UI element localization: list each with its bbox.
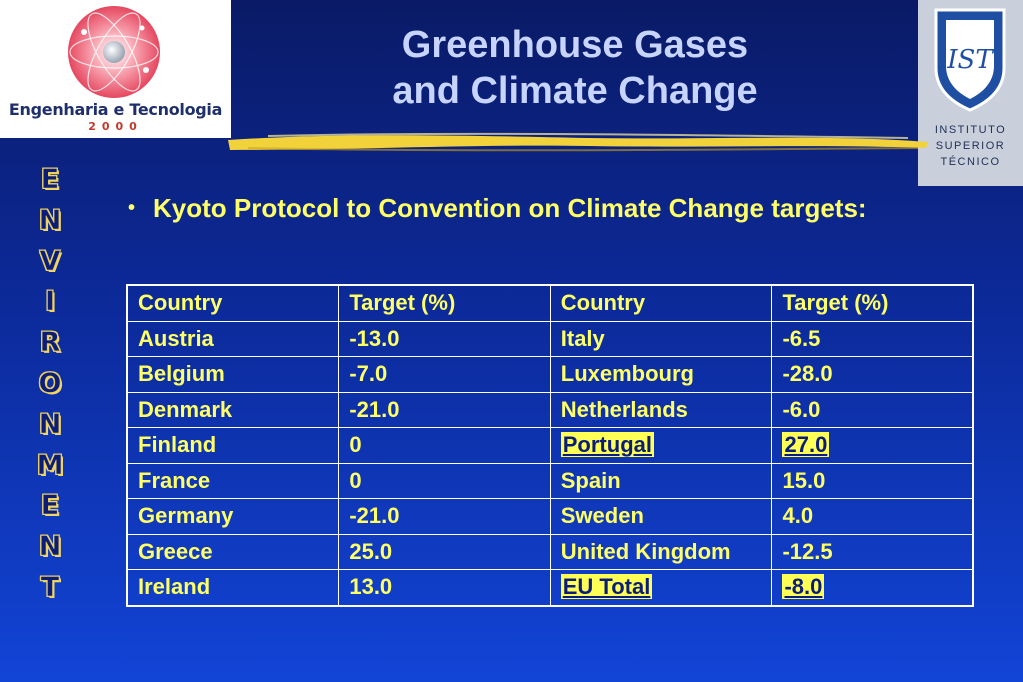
country-cell: Greece: [126, 533, 340, 570]
target-cell: -13.0: [338, 320, 551, 357]
bullet-dot: •: [128, 197, 136, 219]
logo-brand-text: Engenharia e Tecnologia: [8, 100, 223, 119]
target-cell: -6.5: [771, 320, 974, 357]
table-row: Belgium -7.0 Luxembourg -28.0: [126, 356, 974, 393]
title-line-1: Greenhouse Gases: [401, 24, 749, 66]
engenharia-tecnologia-logo: Engenharia e Tecnologia 2000: [0, 0, 231, 138]
table-row: Germany -21.0 Sweden 4.0: [126, 498, 974, 535]
country-cell: Sweden: [549, 498, 773, 535]
vertical-letter: R: [39, 327, 61, 359]
table-row: Finland 0 Portugal 27.0: [126, 427, 974, 464]
target-cell: 0: [338, 427, 551, 464]
vertical-letter: V: [39, 245, 61, 277]
country-cell: Spain: [549, 462, 773, 499]
country-cell: Luxembourg: [549, 356, 773, 393]
vertical-letter: O: [38, 367, 62, 400]
vertical-letter: E: [40, 490, 60, 522]
logo-year-text: 2000: [88, 120, 143, 133]
target-cell: 15.0: [771, 462, 974, 499]
title-line-2: and Climate Change: [392, 70, 758, 112]
country-cell: Italy: [549, 320, 773, 357]
target-cell-highlighted: 27.0: [771, 427, 974, 464]
ist-line: INSTITUTO: [934, 124, 1007, 136]
header-country-2: Country: [549, 284, 773, 322]
target-cell: 25.0: [338, 533, 551, 570]
ist-line: SUPERIOR: [935, 140, 1006, 152]
target-cell: 13.0: [338, 569, 551, 606]
slide-title: Greenhouse Gases and Climate Change: [240, 22, 910, 114]
country-cell-highlighted: EU Total: [549, 569, 773, 606]
table-row: Ireland 13.0 EU Total -8.0: [126, 569, 974, 606]
vertical-letter: N: [38, 531, 62, 563]
country-cell: Denmark: [126, 391, 340, 428]
target-cell: -21.0: [338, 391, 551, 428]
country-cell: Ireland: [126, 569, 340, 606]
country-cell: France: [126, 462, 340, 499]
vertical-letter: N: [38, 204, 62, 236]
atom-logo-icon: [68, 6, 160, 98]
bullet-text: Kyoto Protocol to Convention on Climate …: [153, 193, 867, 223]
target-cell: -28.0: [771, 356, 974, 393]
ist-monogram: IST: [946, 45, 994, 75]
target-cell: -6.0: [771, 391, 974, 428]
country-cell: Belgium: [126, 356, 340, 393]
target-cell-highlighted: -8.0: [771, 569, 974, 606]
target-cell: 0: [338, 462, 551, 499]
bullet-point: • Kyoto Protocol to Convention on Climat…: [128, 192, 888, 225]
vertical-letter: T: [40, 571, 60, 604]
header-target-2: Target (%): [771, 284, 974, 322]
vertical-letter: N: [38, 408, 62, 440]
table-row: Denmark -21.0 Netherlands -6.0: [126, 391, 974, 428]
ist-shield-icon: IST: [934, 8, 1006, 112]
highlighted-text: EU Total: [560, 574, 653, 600]
country-cell-highlighted: Portugal: [549, 427, 773, 464]
target-cell: -7.0: [338, 356, 551, 393]
country-cell: Netherlands: [549, 391, 773, 428]
vertical-letter: I: [44, 286, 56, 318]
header-target-1: Target (%): [338, 284, 551, 322]
country-cell: Germany: [126, 498, 340, 535]
table-row: Greece 25.0 United Kingdom -12.5: [126, 533, 974, 570]
highlighted-text: 27.0: [782, 432, 830, 458]
highlighted-text: Portugal: [560, 432, 654, 458]
table-header-row: Country Target (%) Country Target (%): [126, 284, 974, 322]
yellow-brush-divider: [228, 132, 928, 152]
ist-line: TÉCNICO: [940, 156, 1001, 168]
ist-institution-name: INSTITUTO SUPERIOR TÉCNICO: [918, 122, 1023, 170]
header-country-1: Country: [126, 284, 340, 322]
country-cell: United Kingdom: [549, 533, 773, 570]
target-cell: 4.0: [771, 498, 974, 535]
ist-logo: IST INSTITUTO SUPERIOR TÉCNICO: [918, 0, 1023, 186]
target-cell: -12.5: [771, 533, 974, 570]
table-row: France 0 Spain 15.0: [126, 462, 974, 499]
country-cell: Austria: [126, 320, 340, 357]
target-cell: -21.0: [338, 498, 551, 535]
kyoto-targets-table: Country Target (%) Country Target (%) Au…: [126, 284, 974, 607]
vertical-letter: M: [36, 449, 64, 481]
country-cell: Finland: [126, 427, 340, 464]
vertical-letter: E: [40, 164, 60, 196]
highlighted-text: -8.0: [782, 574, 825, 600]
table-row: Austria -13.0 Italy -6.5: [126, 320, 974, 357]
